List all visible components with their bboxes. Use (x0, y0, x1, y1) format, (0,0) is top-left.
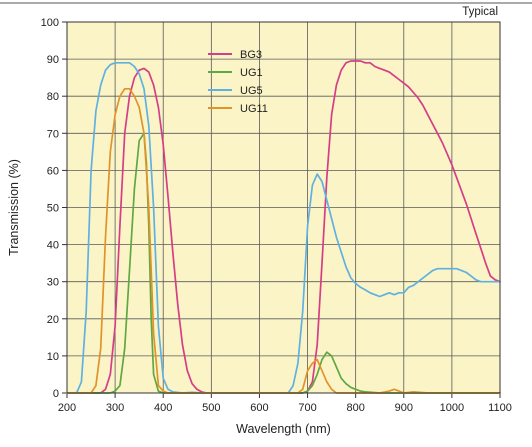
y-tick-label: 10 (47, 351, 59, 363)
y-tick-label: 50 (47, 203, 59, 215)
y-tick-label: 0 (53, 388, 59, 400)
y-tick-label: 30 (47, 277, 59, 289)
y-tick-label: 20 (47, 314, 59, 326)
x-tick-label: 400 (154, 402, 172, 414)
legend-label-ug5: UG5 (240, 85, 263, 97)
x-tick-label: 1000 (440, 402, 464, 414)
x-tick-labels: 200 300 400 500 600 700 800 900 1000 1100 (58, 402, 512, 414)
series-line-bg3 (66, 60, 501, 394)
y-axis-label: Transmission (%) (7, 159, 21, 256)
legend-label-bg3: BG3 (240, 49, 262, 61)
x-tick-label: 800 (346, 402, 364, 414)
x-tick-label: 1100 (488, 402, 512, 414)
x-tick-label: 600 (250, 402, 268, 414)
y-tick-label: 60 (47, 165, 59, 177)
y-tick-labels: 0 10 20 30 40 50 60 70 80 90 100 (41, 17, 59, 400)
legend: BG3 UG1 UG5 UG11 (208, 49, 268, 115)
y-tick-label: 40 (47, 240, 59, 252)
x-tick-label: 900 (395, 402, 413, 414)
y-tick-label: 70 (47, 128, 59, 140)
x-tick-label: 200 (58, 402, 76, 414)
x-tick-label: 700 (298, 402, 316, 414)
legend-label-ug1: UG1 (240, 67, 263, 79)
x-axis-label: Wavelength (nm) (236, 422, 331, 436)
legend-label-ug11: UG11 (240, 103, 268, 115)
plot-frame (66, 21, 501, 394)
x-tick-label: 500 (202, 402, 220, 414)
y-tick-label: 90 (47, 54, 59, 66)
y-tick-label: 80 (47, 91, 59, 103)
series-line-ug5 (66, 61, 501, 394)
x-tick-label: 300 (106, 402, 124, 414)
y-tick-label: 100 (41, 17, 59, 29)
corner-label: Typical (462, 6, 498, 18)
